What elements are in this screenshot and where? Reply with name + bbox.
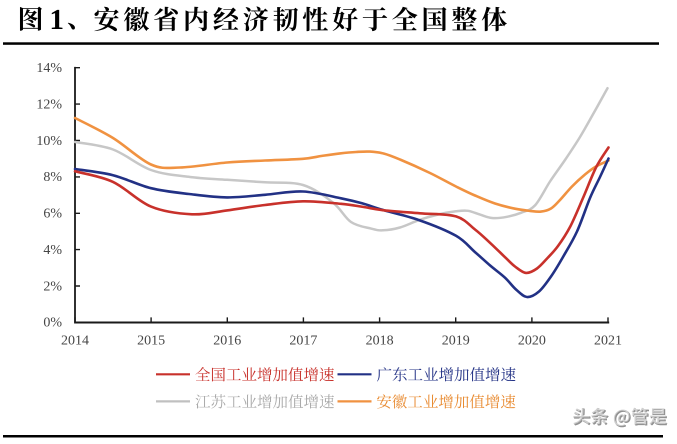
svg-text:2%: 2% <box>43 279 62 294</box>
svg-text:2020: 2020 <box>518 334 546 349</box>
svg-text:4%: 4% <box>43 243 62 258</box>
svg-text:2016: 2016 <box>213 334 241 349</box>
svg-text:6%: 6% <box>43 207 62 222</box>
svg-text:2014: 2014 <box>61 334 89 349</box>
svg-text:2018: 2018 <box>366 334 394 349</box>
svg-text:8%: 8% <box>43 170 62 185</box>
svg-text:2017: 2017 <box>289 334 317 349</box>
svg-text:14%: 14% <box>36 61 62 76</box>
svg-text:2021: 2021 <box>594 334 622 349</box>
svg-text:2015: 2015 <box>137 334 165 349</box>
svg-text:2019: 2019 <box>442 334 470 349</box>
svg-text:12%: 12% <box>36 97 62 112</box>
svg-text:10%: 10% <box>36 134 62 149</box>
svg-text:0%: 0% <box>43 316 62 331</box>
